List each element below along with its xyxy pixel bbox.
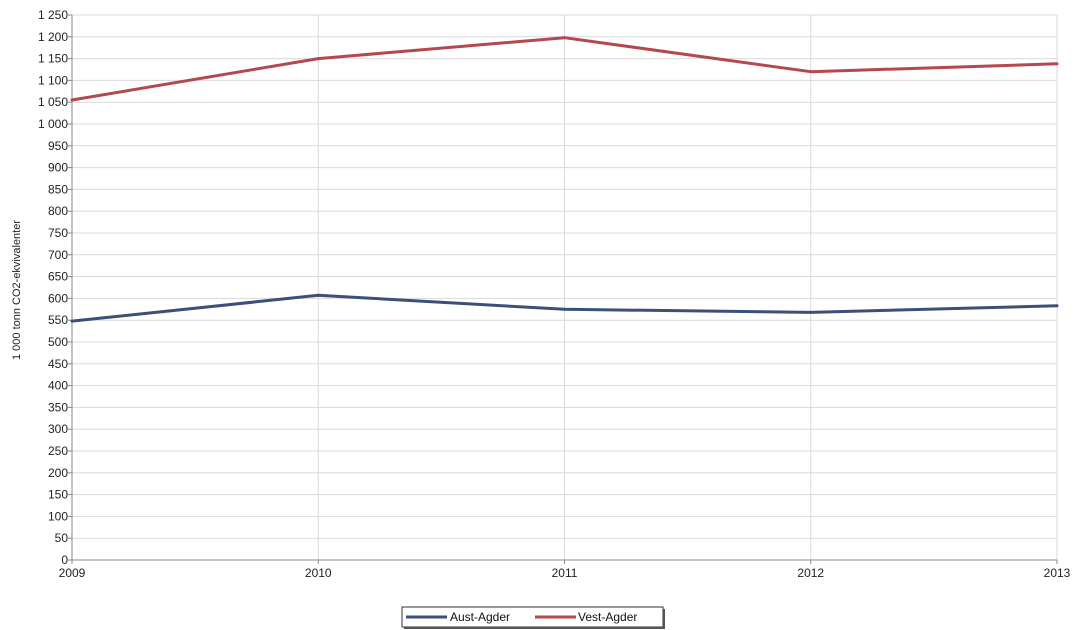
y-axis-label: 1 000 tonn CO2-ekvivalenter xyxy=(11,220,23,360)
y-tick-label: 1 000 xyxy=(38,117,68,131)
y-tick-label: 850 xyxy=(48,182,68,196)
legend-label-aust-agder: Aust-Agder xyxy=(450,610,510,624)
x-tick-label: 2013 xyxy=(1044,566,1071,580)
legend-shadow-bottom xyxy=(404,627,665,629)
y-tick-label: 450 xyxy=(48,357,68,371)
y-axis-ticks: 0 50 100 150 200 250 300 350 400 450 500 550 600 650 7… xyxy=(38,8,68,567)
y-tick-label: 1 050 xyxy=(38,95,68,109)
x-axis-ticks: 2009 2010 2011 2012 2013 xyxy=(59,566,1071,580)
y-tick-label: 550 xyxy=(48,313,68,327)
x-tick-label: 2010 xyxy=(305,566,332,580)
y-tick-label: 600 xyxy=(48,291,68,305)
y-tick-label: 0 xyxy=(61,553,68,567)
data-point-vest-agder xyxy=(563,36,566,40)
data-point-aust-agder xyxy=(1055,304,1059,308)
y-tick-label: 900 xyxy=(48,161,68,175)
y-tick-label: 700 xyxy=(48,248,68,262)
y-tick-label: 150 xyxy=(48,488,68,502)
data-point-aust-agder xyxy=(70,319,74,323)
y-tick-label: 300 xyxy=(48,422,68,436)
y-tick-label: 650 xyxy=(48,270,68,284)
data-point-vest-agder xyxy=(316,57,320,61)
legend: Aust-Agder Vest-Agder xyxy=(401,606,665,629)
data-point-vest-agder xyxy=(809,70,813,74)
y-tick-label: 750 xyxy=(48,226,68,240)
y-tick-label: 1 150 xyxy=(38,52,68,66)
y-tick-label: 350 xyxy=(48,400,68,414)
data-point-aust-agder xyxy=(809,310,813,314)
y-tick-label: 250 xyxy=(48,444,68,458)
y-tick-label: 1 100 xyxy=(38,73,68,87)
y-tick-label: 50 xyxy=(55,531,69,545)
y-tick-label: 100 xyxy=(48,509,68,523)
data-point-aust-agder xyxy=(563,307,566,311)
x-tick-label: 2012 xyxy=(797,566,824,580)
grid xyxy=(71,14,1058,560)
y-tick-label: 1 250 xyxy=(38,8,68,22)
y-tick-label: 950 xyxy=(48,139,68,153)
data-point-vest-agder xyxy=(1055,62,1059,66)
legend-label-vest-agder: Vest-Agder xyxy=(578,610,637,624)
y-tick-label: 200 xyxy=(48,466,68,480)
y-tick-label: 800 xyxy=(48,204,68,218)
y-tick-label: 1 200 xyxy=(38,30,68,44)
axes xyxy=(68,14,1058,564)
data-point-vest-agder xyxy=(70,98,74,102)
y-tick-label: 500 xyxy=(48,335,68,349)
x-tick-label: 2009 xyxy=(59,566,86,580)
series-lines xyxy=(70,36,1059,323)
legend-shadow xyxy=(663,609,665,629)
y-tick-label: 400 xyxy=(48,379,68,393)
x-tick-label: 2011 xyxy=(552,566,578,580)
data-point-aust-agder xyxy=(316,293,320,297)
